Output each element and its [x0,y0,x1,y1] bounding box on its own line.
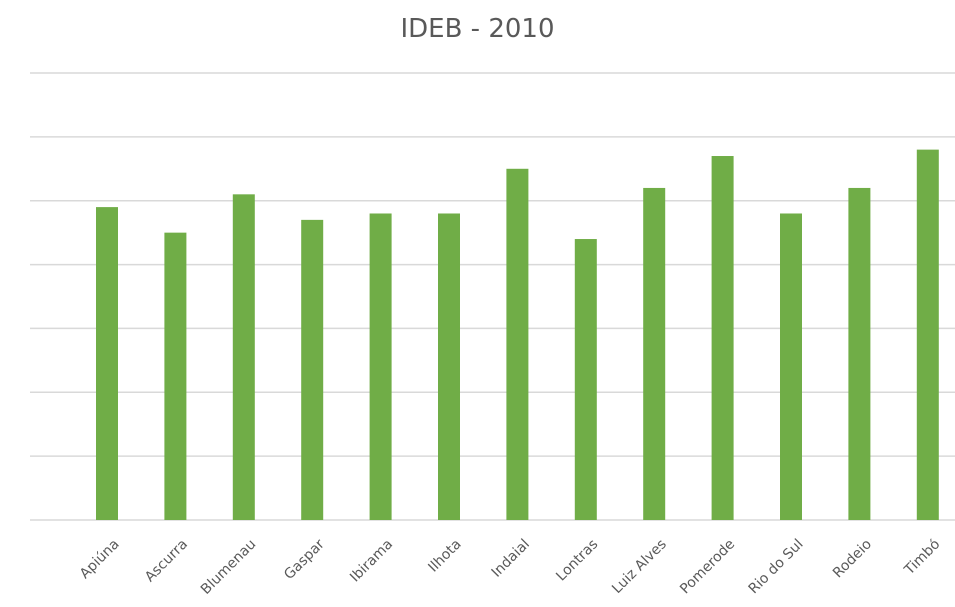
bar [506,168,529,521]
bars [96,149,939,521]
x-tick-label: Blumenau [198,536,259,597]
x-tick-labels: Apiúna Ascurra Blumenau Gaspar Ibirama Ilhota… [77,536,944,598]
bar [164,232,187,520]
bar [780,213,802,520]
x-tick-label: Rodeio [830,536,875,581]
bar [369,213,392,520]
x-tick-label: Timbó [901,536,944,579]
bar [96,207,118,520]
bar [916,149,939,520]
x-tick-label: Ascurra [142,536,191,585]
x-tick-label: Lontras [553,536,601,584]
x-tick-label: Luiz Alves [609,536,670,597]
x-tick-label: Rio do Sul [746,536,807,597]
x-tick-label: Indaial [489,536,533,580]
bar [301,219,324,520]
x-tick-label: Pomerode [677,536,738,597]
chart-title: IDEB - 2010 [400,14,555,44]
bar [848,187,871,520]
x-tick-label: Ilhota [425,536,464,575]
bar [232,194,255,521]
bar [711,156,734,520]
bar [643,187,666,520]
bar [438,213,460,520]
x-tick-label: Ibirama [347,536,396,585]
x-tick-label: Gaspar [281,536,328,583]
x-tick-label: Apiúna [77,536,123,582]
bar [574,239,597,520]
